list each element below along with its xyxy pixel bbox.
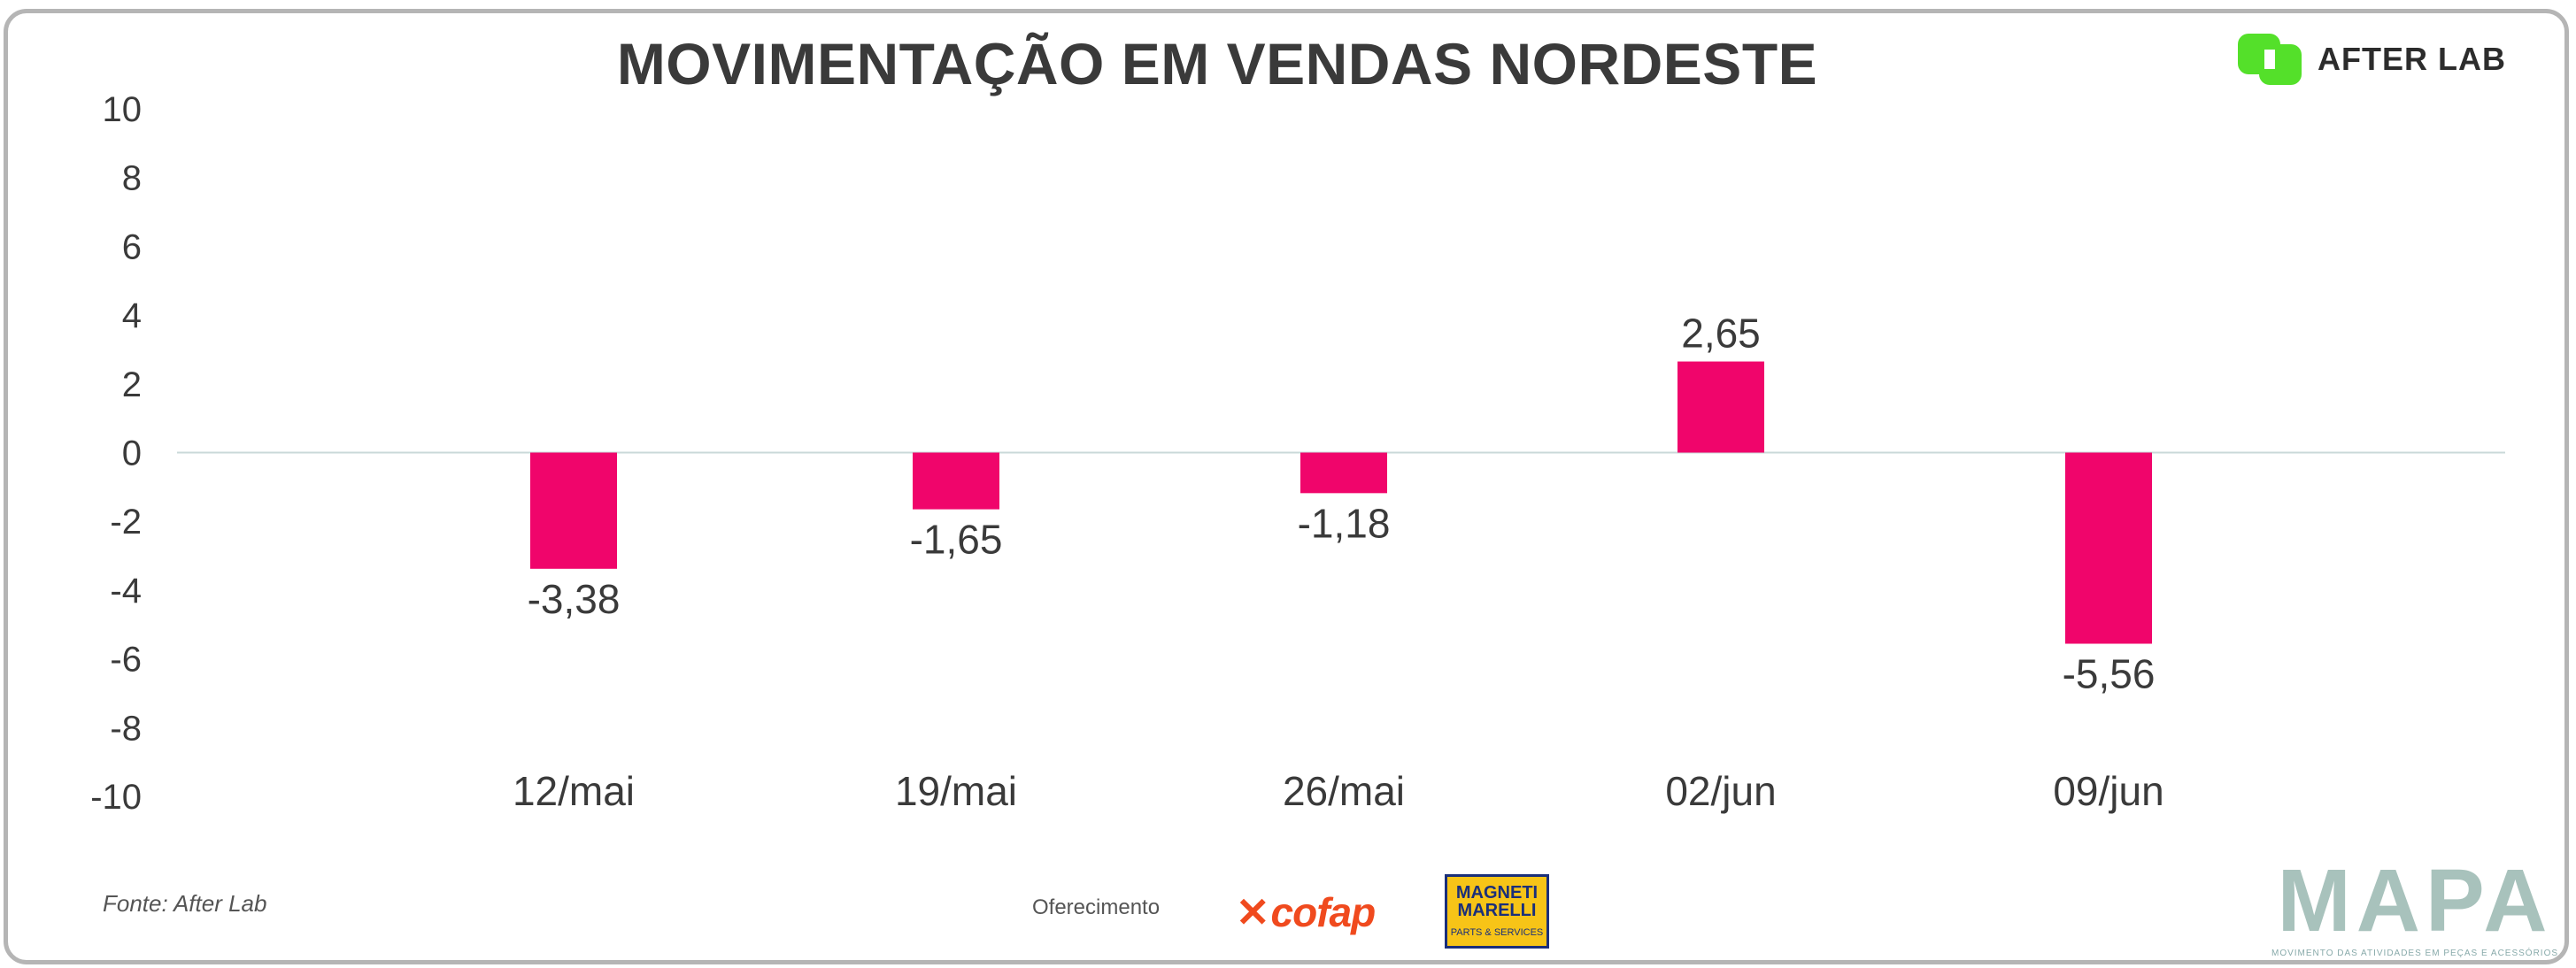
- chart-title: MOVIMENTAÇÃO EM VENDAS NORDESTE: [616, 31, 1818, 96]
- sponsor-label: Oferecimento: [1032, 895, 1161, 919]
- bar: [1300, 452, 1387, 494]
- cofap-logo-text: cofap: [1270, 889, 1377, 935]
- source-note: Fonte: After Lab: [103, 890, 267, 917]
- afterlab-logo-text: AFTER LAB: [2318, 41, 2506, 77]
- x-tick-label: 12/mai: [513, 768, 635, 814]
- x-tick-label: 19/mai: [895, 768, 1017, 814]
- data-label: -5,56: [2063, 651, 2156, 697]
- data-label: -3,38: [528, 576, 621, 622]
- mapa-logo-subtitle: MOVIMENTO DAS ATIVIDADES EM PEÇAS E ACES…: [2271, 949, 2559, 958]
- afterlab-logo: AFTER LAB: [2238, 34, 2506, 85]
- x-tick-label: 02/jun: [1665, 768, 1776, 814]
- bar: [1677, 361, 1764, 453]
- y-tick-label: -6: [110, 641, 142, 680]
- y-tick-label: -2: [110, 503, 142, 542]
- data-label: -1,65: [910, 517, 1003, 563]
- y-tick-label: 0: [122, 434, 142, 473]
- marelli-line-2: MARELLI: [1457, 901, 1537, 920]
- mapa-logo-title: MAPA: [2277, 851, 2553, 950]
- y-tick-label: 4: [122, 296, 142, 335]
- bar: [2065, 452, 2152, 644]
- y-tick-label: 6: [122, 227, 142, 266]
- cofap-logo: ✕cofap: [1236, 889, 1377, 935]
- magneti-marelli-logo: MAGNETI MARELLI PARTS & SERVICES: [1445, 874, 1549, 949]
- x-tick-label: 26/mai: [1283, 768, 1405, 814]
- afterlab-logo-icon: [2238, 34, 2302, 85]
- mapa-logo: MAPA MOVIMENTO DAS ATIVIDADES EM PEÇAS E…: [2271, 857, 2558, 958]
- y-tick-label: -10: [90, 778, 142, 817]
- x-tick-label: 09/jun: [2053, 768, 2163, 814]
- y-tick-label: 10: [103, 90, 143, 129]
- y-tick-label: 2: [122, 365, 142, 404]
- y-tick-label: 8: [122, 159, 142, 198]
- data-label: -1,18: [1298, 500, 1391, 546]
- y-tick-label: -8: [110, 709, 142, 748]
- y-tick-label: -4: [110, 572, 142, 611]
- data-label: 2,65: [1681, 311, 1761, 357]
- marelli-line-3: PARTS & SERVICES: [1450, 927, 1544, 938]
- marelli-line-1: MAGNETI: [1455, 883, 1539, 903]
- bar: [913, 452, 999, 510]
- bar: [530, 452, 617, 569]
